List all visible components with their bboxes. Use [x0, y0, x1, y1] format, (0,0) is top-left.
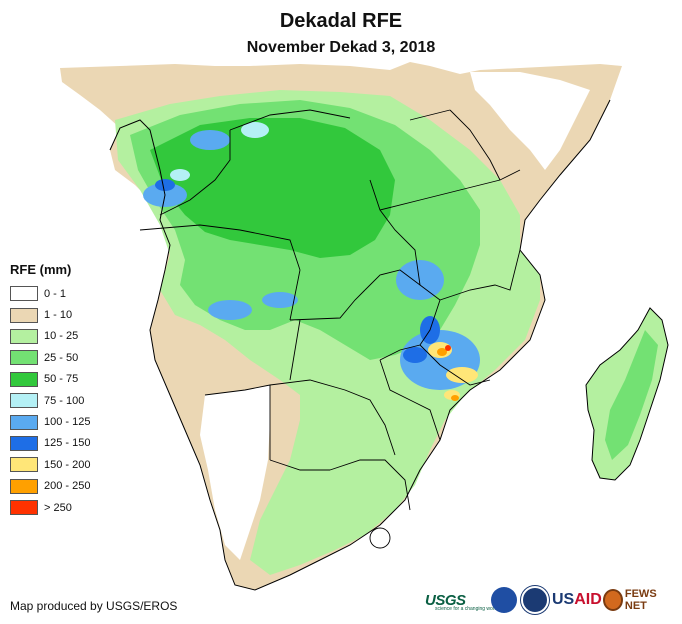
legend-row: 10 - 25 — [10, 326, 90, 347]
usaid-prefix: US — [552, 591, 575, 608]
legend-swatch — [10, 307, 38, 323]
legend-swatch — [10, 350, 38, 366]
legend-label: 100 - 125 — [44, 416, 91, 429]
legend-label: > 250 — [44, 501, 72, 514]
legend-label: 0 - 1 — [44, 287, 67, 300]
rain-50-75 — [150, 118, 395, 258]
legend-row: 150 - 200 — [10, 454, 90, 475]
noaa-logo — [491, 587, 517, 613]
legend-row: 50 - 75 — [10, 369, 90, 390]
legend-row: 75 - 100 — [10, 390, 90, 411]
fewsnet-logo-text: FEWS NET — [624, 588, 657, 612]
rain-250-plus-patches — [445, 345, 451, 351]
legend-label: 50 - 75 — [44, 373, 79, 386]
legend-row: 200 - 250 — [10, 476, 90, 497]
credit-text: Map produced by USGS/EROS — [10, 599, 178, 613]
legend-row: 125 - 150 — [10, 433, 90, 454]
legend-swatch — [10, 478, 38, 494]
legend-label: 125 - 150 — [44, 437, 91, 450]
legend-label: 1 - 10 — [44, 309, 73, 322]
usaid-logo-text: USAID — [552, 591, 602, 609]
legend-title: RFE (mm) — [10, 262, 72, 277]
rain-200-250-patches — [437, 348, 459, 401]
madagascar-wet — [605, 330, 658, 460]
dry-southwest — [200, 385, 270, 560]
legend-label: 75 - 100 — [44, 394, 85, 407]
legend-swatch — [10, 457, 38, 473]
legend-label: 10 - 25 — [44, 330, 79, 343]
madagascar-outline — [585, 307, 669, 481]
legend-row: 25 - 50 — [10, 347, 90, 368]
legend-row: 1 - 10 — [10, 304, 90, 325]
logo-strip: USGS science for a changing world USAID … — [425, 586, 675, 616]
legend-swatch — [10, 393, 38, 409]
fewsnet-logo: FEWS NET — [603, 586, 675, 614]
legend-row: > 250 — [10, 497, 90, 518]
legend-swatch — [10, 414, 38, 430]
legend-swatch — [10, 328, 38, 344]
coastline — [109, 99, 611, 591]
legend-swatch — [10, 435, 38, 451]
usgs-tagline: science for a changing world — [435, 606, 499, 612]
legend-row: 0 - 1 — [10, 283, 90, 304]
legend-label: 200 - 250 — [44, 480, 91, 493]
legend: RFE (mm) 0 - 1 1 - 10 10 - 25 25 - 50 50 - 7… — [10, 262, 90, 518]
legend-label: 25 - 50 — [44, 351, 79, 364]
legend-swatch — [10, 500, 38, 516]
legend-swatch — [10, 286, 38, 302]
usgs-logo-text: USGS — [425, 591, 466, 609]
rain-75-100-patches — [170, 122, 269, 181]
map-subtitle: November Dekad 3, 2018 — [246, 39, 436, 56]
fewsnet-globe-icon — [603, 589, 623, 611]
usaid-suffix: AID — [574, 591, 602, 608]
legend-row: 100 - 125 — [10, 411, 90, 432]
map-title: Dekadal RFE — [279, 10, 403, 32]
usaid-seal-icon — [521, 586, 549, 614]
usgs-logo: USGS science for a changing world — [425, 586, 498, 614]
dry-horn — [470, 72, 590, 170]
usaid-logo: USAID — [521, 586, 602, 614]
legend-swatch — [10, 371, 38, 387]
legend-label: 150 - 200 — [44, 458, 91, 471]
country-borders — [139, 109, 521, 549]
